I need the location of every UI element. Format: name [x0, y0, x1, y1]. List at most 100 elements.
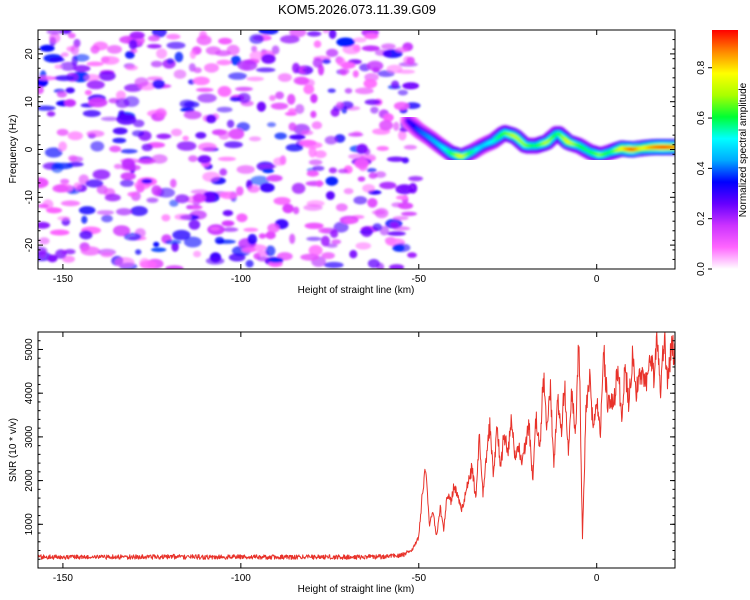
noise-blob	[112, 137, 127, 144]
noise-blob	[258, 30, 279, 35]
noise-blob	[314, 150, 327, 159]
noise-blob	[189, 50, 197, 59]
noise-blob	[153, 241, 160, 247]
noise-blob	[379, 120, 393, 131]
noise-blob	[195, 87, 214, 92]
noise-blob	[130, 206, 148, 216]
noise-blob	[57, 216, 71, 221]
noise-blob	[61, 52, 69, 57]
noise-blob	[293, 76, 309, 85]
noise-blob	[273, 197, 291, 205]
noise-blob	[343, 188, 354, 195]
noise-blob	[394, 47, 409, 53]
noise-blob	[275, 91, 284, 100]
noise-blob	[204, 63, 219, 73]
snr-series-line	[37, 331, 676, 560]
noise-blob	[55, 75, 74, 82]
noise-blob	[46, 207, 63, 214]
noise-blob	[92, 169, 111, 180]
noise-blob	[393, 121, 400, 131]
noise-blob	[166, 41, 186, 50]
noise-blob	[354, 87, 374, 95]
noise-blob	[379, 181, 397, 190]
noise-blob	[222, 210, 234, 217]
noise-blob	[343, 217, 358, 224]
noise-blob	[322, 58, 331, 64]
noise-blob	[289, 134, 306, 140]
noise-blob	[46, 111, 56, 117]
spectrogram-x-axis-label: Height of straight line (km)	[298, 285, 415, 296]
noise-blob	[101, 214, 113, 223]
y-tick-label: 2000	[24, 469, 35, 492]
noise-blob	[54, 64, 63, 70]
noise-blob	[386, 156, 406, 162]
noise-blob	[147, 44, 162, 49]
noise-blob	[392, 244, 405, 252]
noise-blob	[151, 185, 162, 196]
noise-blob	[408, 176, 423, 182]
noise-blob	[228, 128, 245, 140]
noise-blob	[83, 74, 101, 82]
noise-blob	[393, 101, 410, 111]
noise-blob	[60, 61, 77, 71]
noise-blob	[86, 61, 104, 67]
noise-blob	[128, 39, 138, 50]
noise-blob	[215, 50, 231, 57]
noise-blob	[199, 30, 208, 40]
noise-blob	[146, 197, 159, 203]
noise-blob	[90, 141, 105, 152]
noise-blob	[156, 48, 168, 59]
noise-blob	[226, 119, 235, 128]
noise-blob	[299, 139, 317, 147]
noise-blob	[165, 239, 182, 245]
noise-blob	[303, 204, 323, 211]
snr-y-ticks: 1000 2000 3000 4000 5000	[24, 331, 675, 569]
noise-blob	[364, 99, 381, 105]
noise-blob	[202, 191, 216, 203]
noise-blob	[335, 203, 348, 212]
snr-y-axis-label: SNR (10 * v/v)	[8, 418, 19, 482]
noise-blob	[46, 30, 62, 35]
noise-blob	[44, 147, 63, 158]
noise-blob	[406, 56, 415, 65]
figure-title: KOM5.2026.073.11.39.G09	[278, 2, 436, 17]
noise-blob	[267, 122, 276, 128]
noise-blob	[289, 233, 296, 244]
noise-blob	[193, 250, 202, 258]
noise-blob	[141, 178, 153, 184]
noise-blob	[49, 32, 61, 44]
noise-blob	[273, 157, 286, 166]
noise-blob	[100, 252, 114, 258]
noise-blob	[245, 259, 254, 268]
spectrogram-y-axis-label: Frequency (Hz)	[8, 115, 19, 184]
noise-blob	[386, 64, 403, 74]
colorbar-ticks: 0.0 0.2 0.4 0.6 0.8	[696, 60, 712, 276]
noise-blob	[38, 221, 51, 229]
noise-blob	[52, 184, 69, 193]
noise-blob	[98, 71, 116, 81]
noise-blob	[64, 99, 76, 107]
noise-blob	[311, 121, 323, 130]
noise-blob	[155, 108, 167, 119]
noise-blob	[374, 208, 389, 219]
noise-blob	[60, 178, 70, 185]
noise-blob	[295, 104, 305, 114]
noise-blob	[398, 130, 407, 141]
noise-blob	[395, 184, 414, 195]
noise-blob	[306, 170, 319, 177]
noise-blob	[186, 204, 203, 210]
noise-blob	[174, 51, 184, 63]
noise-blob	[56, 91, 67, 98]
noise-blob	[331, 239, 342, 245]
noise-blob	[210, 226, 220, 231]
noise-blob	[135, 249, 142, 255]
noise-blob	[129, 31, 145, 39]
noise-blob	[270, 102, 289, 110]
noise-blob	[73, 54, 90, 62]
noise-blob	[38, 237, 50, 245]
noise-blob	[58, 141, 67, 152]
noise-blob	[396, 195, 408, 200]
noise-blob	[356, 143, 368, 154]
x-tick-label: -100	[231, 274, 251, 285]
